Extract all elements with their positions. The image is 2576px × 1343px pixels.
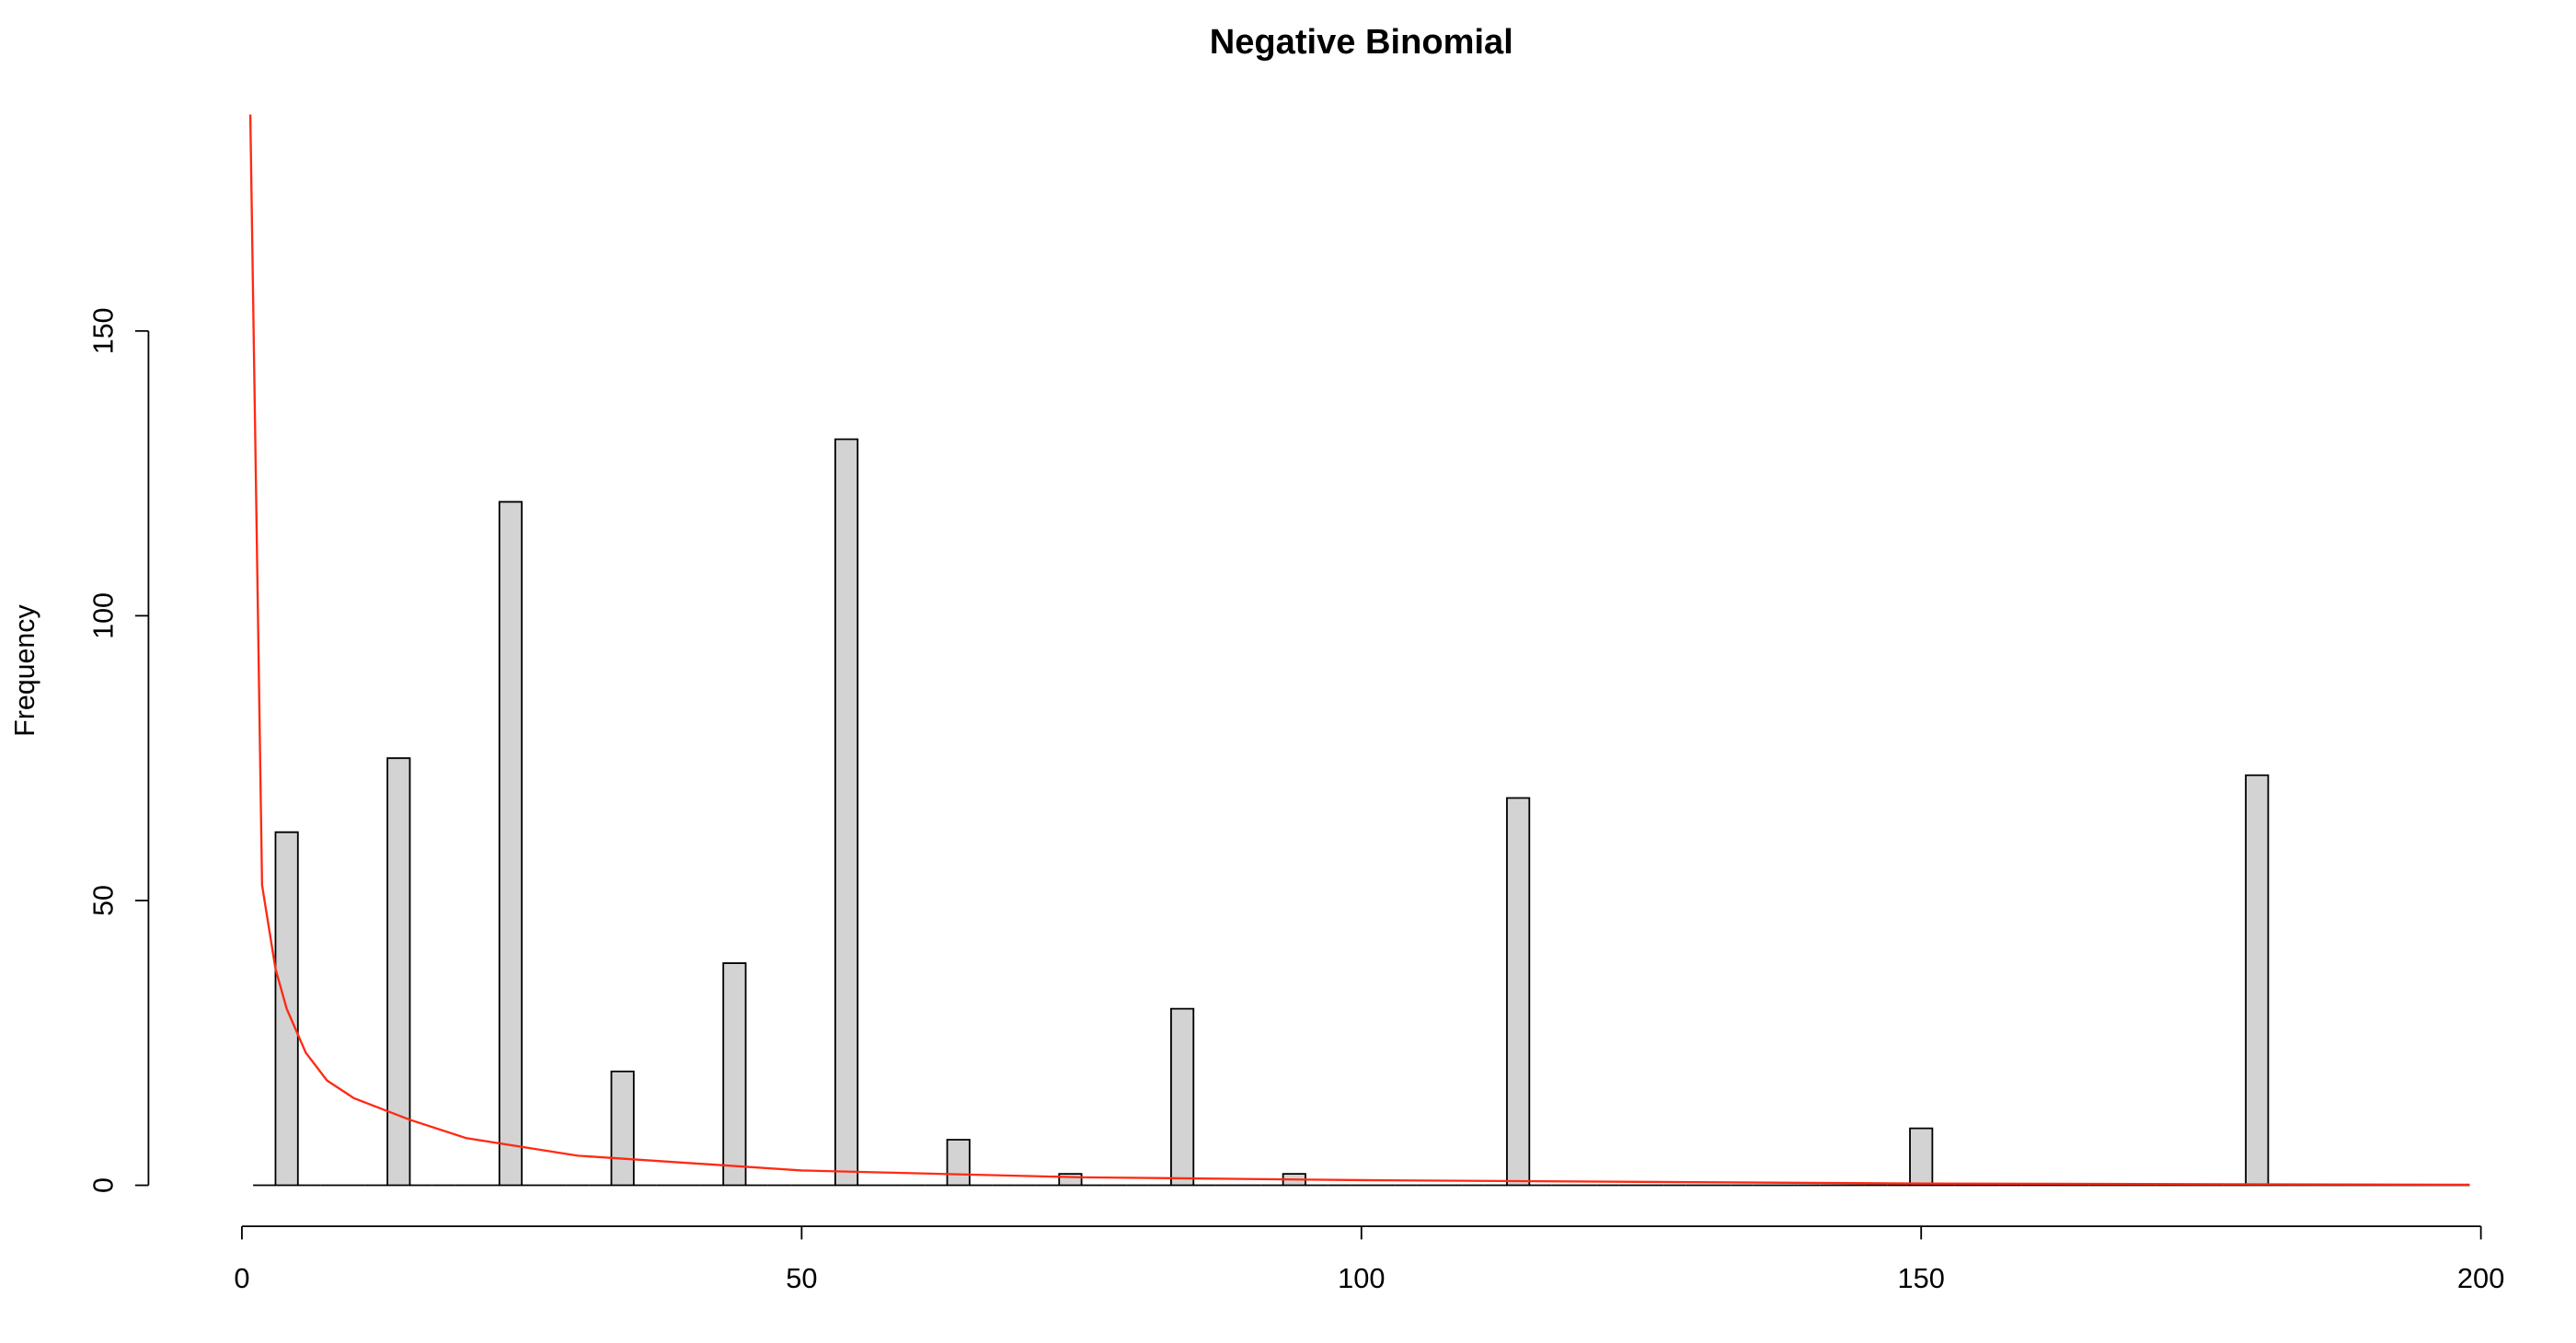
x-tick-label: 150 — [1898, 1263, 1945, 1294]
bar — [1506, 797, 1531, 1187]
y-tick-label: 150 — [87, 307, 119, 354]
bar — [1909, 1127, 1934, 1187]
x-tick-label: 50 — [786, 1263, 817, 1294]
x-tick-label: 0 — [234, 1263, 249, 1294]
bar — [386, 757, 411, 1187]
bar — [2245, 774, 2270, 1187]
bar — [1058, 1173, 1083, 1187]
x-tick-label: 200 — [2457, 1263, 2504, 1294]
bar — [946, 1139, 971, 1187]
density-line — [248, 114, 2470, 1187]
bar — [834, 438, 859, 1187]
bar — [610, 1070, 635, 1187]
y-tick-label: 0 — [87, 1177, 119, 1193]
bar — [1170, 1007, 1195, 1187]
y-axis-label: Frequency — [9, 604, 40, 737]
bar — [722, 962, 747, 1187]
y-tick-label: 50 — [87, 885, 119, 916]
chart-title: Negative Binomial — [1210, 23, 1513, 62]
y-tick-label: 100 — [87, 592, 119, 639]
x-tick-label: 100 — [1338, 1263, 1385, 1294]
bar — [498, 500, 523, 1187]
